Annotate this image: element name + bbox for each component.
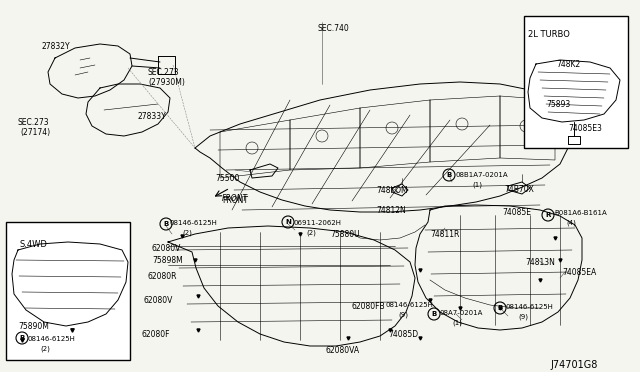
- Text: 748K2: 748K2: [556, 60, 580, 69]
- Text: B081A6-B161A: B081A6-B161A: [554, 210, 607, 216]
- Text: 27832Y: 27832Y: [42, 42, 70, 51]
- Text: SEC.740: SEC.740: [318, 24, 349, 33]
- Text: 74085E: 74085E: [502, 208, 531, 217]
- Text: 75893: 75893: [546, 100, 570, 109]
- Text: 08A7-0201A: 08A7-0201A: [440, 310, 483, 316]
- Text: 08B1A7-0201A: 08B1A7-0201A: [456, 172, 509, 178]
- Text: (1): (1): [452, 320, 462, 327]
- Text: 74813N: 74813N: [525, 258, 555, 267]
- Bar: [6, 222, 130, 360]
- Text: 74085EA: 74085EA: [562, 268, 596, 277]
- Text: 748KOM: 748KOM: [376, 186, 408, 195]
- Text: B: B: [431, 311, 436, 317]
- Text: (9): (9): [518, 314, 528, 321]
- Text: 62080R: 62080R: [148, 272, 177, 281]
- Text: (4): (4): [566, 220, 576, 227]
- Text: FRONT: FRONT: [222, 194, 248, 203]
- Text: (2): (2): [40, 346, 50, 353]
- Text: S.4WD: S.4WD: [20, 240, 48, 249]
- Text: 62080VA: 62080VA: [326, 346, 360, 355]
- Text: SEC.273: SEC.273: [18, 118, 50, 127]
- Text: B: B: [163, 221, 168, 227]
- Text: SEC.273: SEC.273: [148, 68, 180, 77]
- Text: 08146-6125H: 08146-6125H: [170, 220, 218, 226]
- Text: 62080V: 62080V: [152, 244, 181, 253]
- Text: B: B: [19, 335, 24, 341]
- Text: (2): (2): [182, 230, 192, 237]
- Text: 06911-2062H: 06911-2062H: [294, 220, 342, 226]
- Text: B: B: [497, 305, 502, 311]
- Text: 75890M: 75890M: [18, 322, 49, 331]
- Text: (27930M): (27930M): [148, 78, 185, 87]
- Text: R: R: [545, 212, 550, 218]
- Text: 74812N: 74812N: [376, 206, 406, 215]
- Text: 08146-6125H: 08146-6125H: [506, 304, 554, 310]
- Text: N: N: [285, 219, 291, 225]
- Text: (9): (9): [398, 312, 408, 318]
- Text: 08146-6125H: 08146-6125H: [28, 336, 76, 342]
- Text: (27174): (27174): [20, 128, 50, 137]
- Text: 74811R: 74811R: [430, 230, 460, 239]
- Text: 75880U: 75880U: [330, 230, 360, 239]
- Bar: [524, 16, 628, 148]
- Text: 74085D: 74085D: [388, 330, 418, 339]
- Text: 75898M: 75898M: [152, 256, 183, 265]
- Text: 62080F: 62080F: [142, 330, 170, 339]
- Text: (1): (1): [472, 181, 482, 187]
- Text: 74085E3: 74085E3: [568, 124, 602, 133]
- Text: 08146-6125H: 08146-6125H: [386, 302, 434, 308]
- Text: 75500: 75500: [215, 174, 239, 183]
- Text: 27833Y: 27833Y: [138, 112, 167, 121]
- Text: B: B: [446, 172, 452, 178]
- Text: J74701G8: J74701G8: [550, 360, 597, 370]
- Text: 62080FB: 62080FB: [352, 302, 386, 311]
- Text: FRONT: FRONT: [222, 196, 248, 205]
- Text: 2L TURBO: 2L TURBO: [528, 30, 570, 39]
- Text: 62080V: 62080V: [144, 296, 173, 305]
- Text: (2): (2): [306, 230, 316, 237]
- Text: 74B70X: 74B70X: [504, 185, 534, 194]
